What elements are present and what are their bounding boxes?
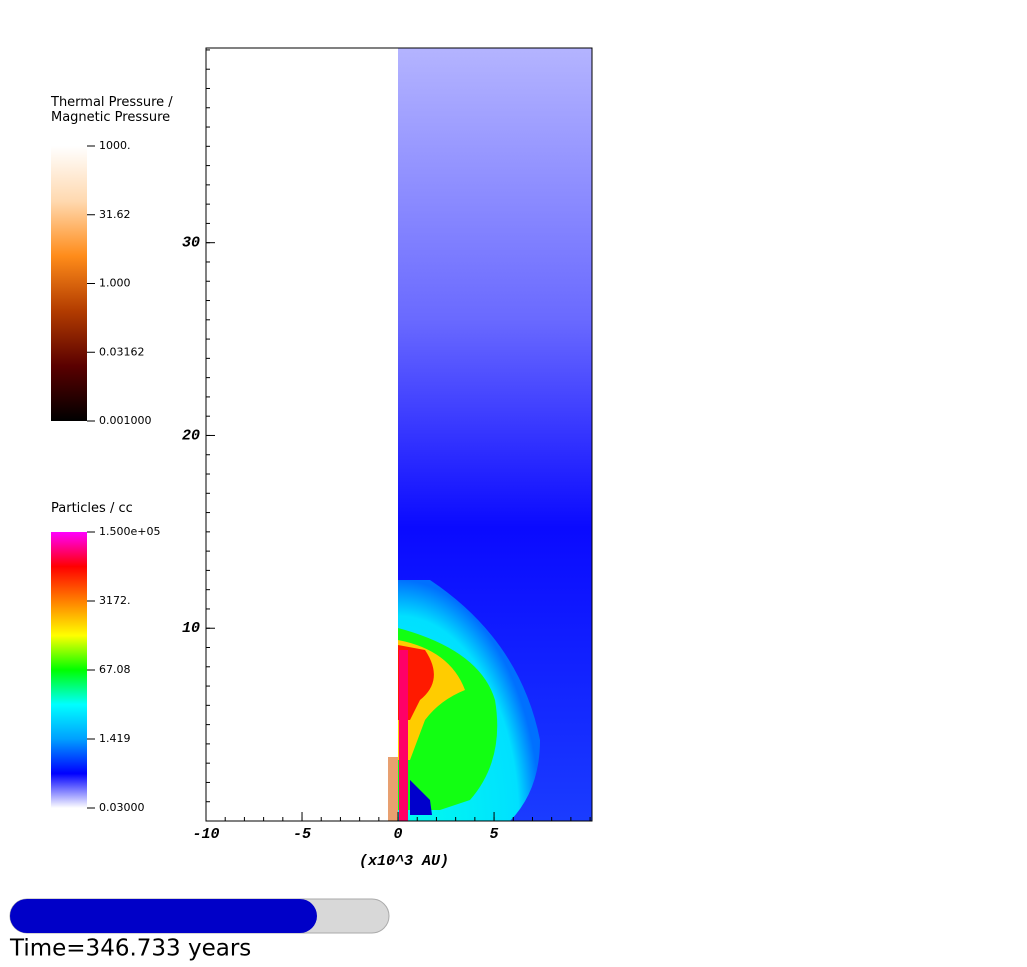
colorbar — [51, 532, 87, 808]
colorbar-tick-label: 31.62 — [99, 208, 131, 221]
colorbar-tick-label: 1.500e+05 — [99, 525, 160, 538]
time-progress — [10, 899, 317, 933]
y-tick-label: 10 — [182, 620, 200, 637]
colorbar-tick-label: 67.08 — [99, 663, 131, 676]
colorbar-tick-label: 0.03000 — [99, 801, 145, 814]
colorbar-tick-label: 1.000 — [99, 277, 131, 290]
y-tick-label: 30 — [182, 235, 200, 252]
plot-frame — [205, 47, 593, 822]
x-tick-label: -10 — [192, 826, 219, 843]
colorbar-tick-label: 0.03162 — [99, 345, 145, 358]
colorbar-tick-label: 1000. — [99, 139, 131, 152]
colorbar-tick-label: 1.419 — [99, 732, 131, 745]
colorbar-tick-label: 3172. — [99, 594, 131, 607]
field — [388, 48, 592, 821]
colorbar-title: Thermal Pressure / Magnetic Pressure — [50, 95, 173, 125]
y-tick-label: 20 — [182, 427, 200, 444]
time-label: Time=346.733 years — [9, 936, 251, 962]
colorbar-title: Particles / cc — [51, 501, 133, 516]
colorbar — [51, 146, 87, 421]
x-tick-label: 0 — [394, 826, 403, 843]
x-tick-label: -5 — [293, 826, 311, 843]
x-tick-label: 5 — [490, 826, 499, 843]
x-axis-label: (x10^3 AU) — [359, 853, 449, 870]
colorbar-tick-label: 0.001000 — [99, 414, 152, 427]
